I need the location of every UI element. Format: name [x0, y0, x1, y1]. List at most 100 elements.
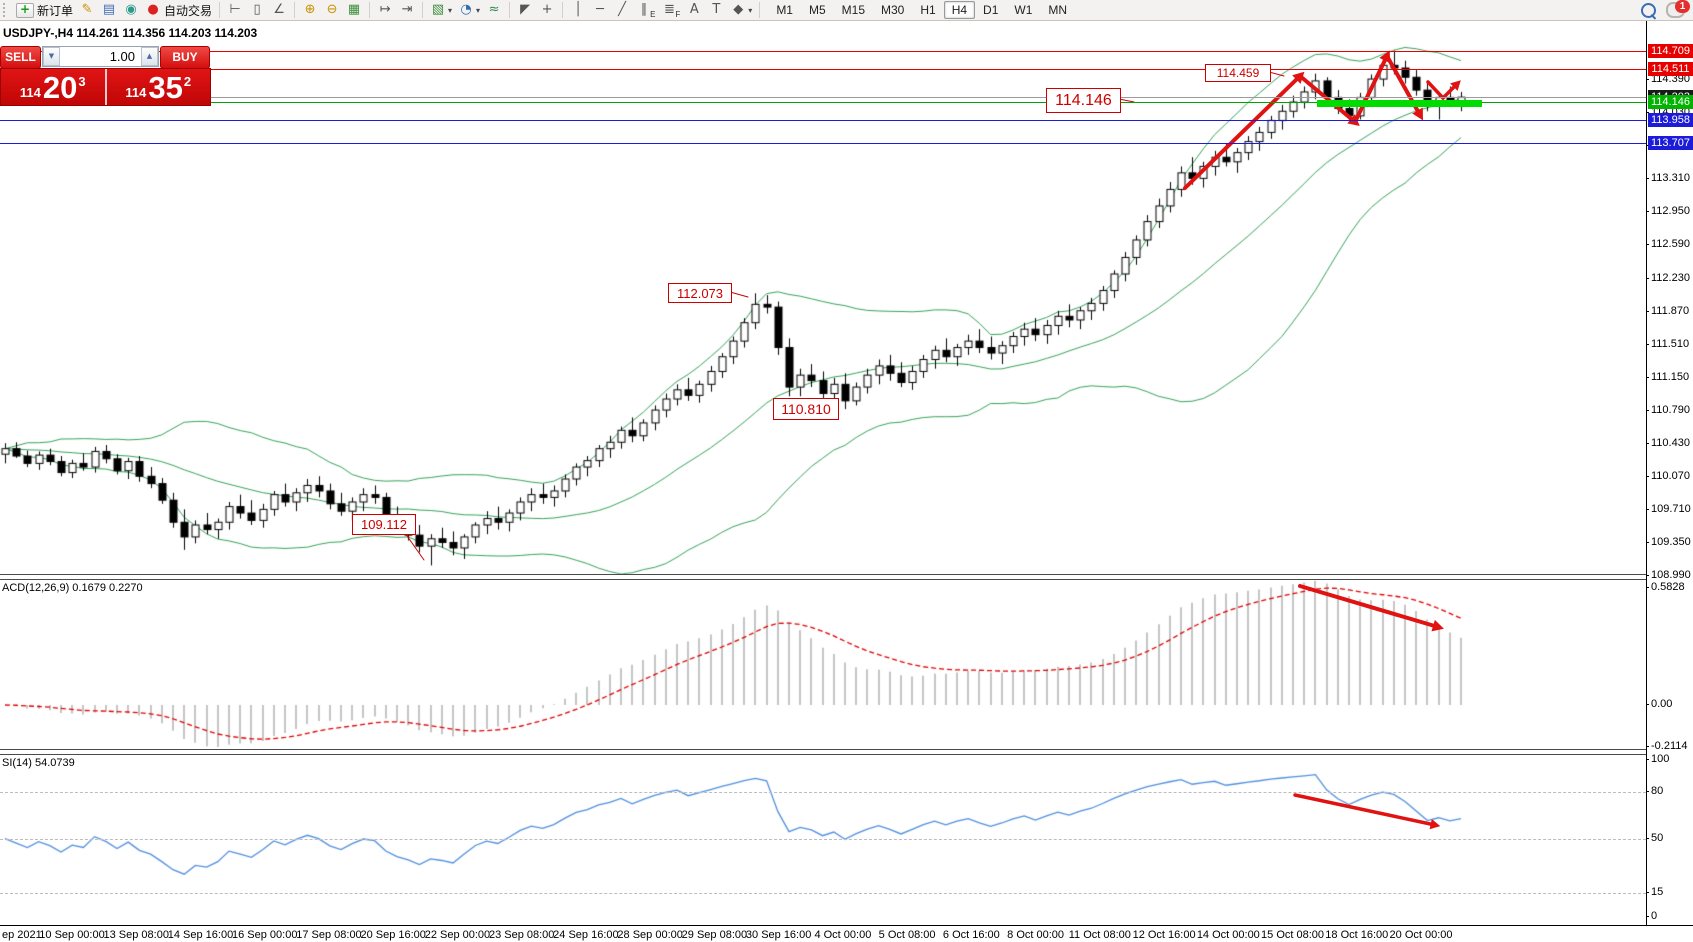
- timeframe-w1[interactable]: W1: [1014, 3, 1033, 17]
- time-tick: 28 Sep 00:00: [617, 929, 683, 941]
- chart-shift-icon: ⇥: [401, 2, 413, 17]
- macd-pane-splitter[interactable]: [0, 574, 1646, 580]
- time-tick: ep 2021: [2, 929, 42, 941]
- volume-input[interactable]: 1.00: [109, 49, 135, 64]
- timeframe-m1[interactable]: M1: [776, 3, 793, 17]
- buy-price-display[interactable]: 114 35 2: [107, 69, 211, 105]
- macd-scale-tick: 0.5828: [1646, 581, 1685, 594]
- vertical-line-icon: │: [574, 2, 582, 17]
- annotation-label-114.146[interactable]: 114.146: [1046, 88, 1121, 113]
- cursor-button[interactable]: ◤: [514, 1, 536, 19]
- time-tick: 18 Oct 16:00: [1325, 929, 1389, 941]
- periods-button[interactable]: ◔ ▾: [455, 1, 483, 19]
- auto-trading-button[interactable]: ● 自动交易: [142, 1, 215, 19]
- timeframe-toolbar: M1 M5 M15 M30 H1 H4 D1 W1 MN: [768, 1, 1075, 19]
- new-chart-button[interactable]: ▧ ▾: [427, 1, 455, 19]
- rsi-pane-splitter[interactable]: [0, 749, 1646, 755]
- line-chart-mode-button[interactable]: ∠: [268, 1, 290, 19]
- buy-button[interactable]: BUY: [160, 46, 210, 69]
- notifications-icon[interactable]: 1: [1666, 0, 1690, 18]
- timeframe-m30[interactable]: M30: [881, 3, 905, 17]
- sell-button[interactable]: SELL: [0, 46, 41, 69]
- candlestick-mode-button[interactable]: ▯: [246, 1, 268, 19]
- bar-chart-mode-button[interactable]: ⊢: [224, 1, 246, 19]
- annotation-label-109.112[interactable]: 109.112: [352, 514, 416, 535]
- rsi-level-tick: 100: [1645, 753, 1670, 766]
- trendline-icon: ╱: [618, 2, 626, 17]
- trendline-button[interactable]: ╱: [611, 1, 633, 19]
- time-tick: 16 Sep 00:00: [231, 929, 298, 941]
- trade-panel-buttons-row: SELL ▼ 1.00 ▲ BUY: [0, 46, 210, 69]
- auto-scroll-button[interactable]: ↦: [374, 1, 396, 19]
- signals-button[interactable]: ◉: [120, 1, 142, 19]
- chevron-down-icon[interactable]: ▾: [448, 5, 453, 15]
- timeframe-d1[interactable]: D1: [983, 3, 999, 17]
- horizontal-line-button[interactable]: ─: [589, 1, 611, 19]
- price-tick: 112.950: [1646, 205, 1690, 218]
- rsi-dashed-level-15: [0, 893, 1646, 895]
- time-axis[interactable]: ep 2021 10 Sep 00:00 13 Sep 08:00 14 Sep 16…: [0, 925, 1693, 942]
- time-tick: 15 Oct 08:00: [1261, 929, 1325, 941]
- timeframe-h4[interactable]: H4: [943, 1, 976, 19]
- timeframe-mn[interactable]: MN: [1048, 3, 1068, 17]
- annotation-label-114.459[interactable]: 114.459: [1205, 64, 1271, 82]
- toolbar-grip[interactable]: [3, 3, 10, 17]
- chart-area: 114.459 114.146 112.073 110.810 109.112 USDJ…: [0, 21, 1693, 942]
- timeframe-m5[interactable]: M5: [808, 3, 826, 17]
- horizontal-line-113.707[interactable]: [0, 142, 1646, 144]
- rsi-level-tick: 50: [1645, 831, 1664, 844]
- horizontal-line-114.511[interactable]: [0, 68, 1646, 70]
- zoom-in-button[interactable]: ⊕: [299, 1, 321, 19]
- timeframe-m15[interactable]: M15: [841, 3, 865, 17]
- search-icon[interactable]: [1641, 2, 1656, 18]
- text-button[interactable]: A: [683, 1, 705, 19]
- time-tick: 30 Sep 16:00: [745, 929, 812, 941]
- zoom-out-button[interactable]: ⊖: [321, 1, 343, 19]
- charts-window-button[interactable]: ▤: [98, 1, 120, 19]
- time-tick: 23 Sep 08:00: [488, 929, 555, 941]
- zoom-out-icon: ⊖: [326, 2, 338, 17]
- price-tick: 111.870: [1645, 304, 1690, 317]
- horizontal-line-icon: ─: [596, 2, 604, 17]
- horizontal-line-114.146[interactable]: [0, 102, 1646, 104]
- macd-scale-tick: -0.2114: [1646, 740, 1688, 753]
- price-chart-canvas[interactable]: [0, 21, 1646, 942]
- tile-windows-button[interactable]: ▦: [343, 1, 365, 19]
- price-axis[interactable]: 114.390114.030113.670113.310112.950112.5…: [1645, 21, 1693, 925]
- sell-price-display[interactable]: 114 20 3: [1, 69, 107, 105]
- crosshair-button[interactable]: +: [536, 1, 558, 19]
- buy-price-sup: 2: [183, 74, 192, 89]
- annotation-label-110.810[interactable]: 110.810: [773, 398, 839, 420]
- auto-scroll-icon: ↦: [379, 2, 391, 17]
- indicators-button[interactable]: ≈: [483, 1, 505, 19]
- shapes-button[interactable]: ◆ ▾: [727, 1, 755, 19]
- volume-increase-button[interactable]: ▲: [141, 47, 158, 66]
- new-order-icon: +: [16, 2, 34, 18]
- price-badge-114.146: 114.146: [1648, 95, 1693, 110]
- horizontal-line-113.958[interactable]: [0, 119, 1646, 121]
- chart-shift-button[interactable]: ⇥: [396, 1, 418, 19]
- fibonacci-button[interactable]: ≣ F: [658, 1, 683, 19]
- time-tick: 11 Oct 08:00: [1068, 929, 1131, 941]
- rsi-dashed-level-80: [0, 791, 1646, 793]
- fibonacci-icon: ≣: [663, 2, 675, 17]
- text-label-button[interactable]: T: [705, 1, 727, 19]
- time-tick: 13 Sep 08:00: [103, 929, 169, 941]
- new-order-button[interactable]: + 新订单: [13, 1, 76, 19]
- time-tick: 10 Sep 00:00: [39, 929, 105, 941]
- volume-decrease-button[interactable]: ▼: [43, 47, 60, 66]
- chevron-down-icon[interactable]: ▾: [748, 5, 753, 15]
- styles-button[interactable]: ✎: [76, 1, 98, 19]
- horizontal-line-114.709[interactable]: [0, 50, 1646, 52]
- timeframe-h1[interactable]: H1: [920, 3, 936, 17]
- pencil-icon: ✎: [81, 2, 93, 17]
- chevron-down-icon[interactable]: ▾: [476, 5, 481, 15]
- rsi-indicator-label: SI(14) 54.0739: [2, 757, 75, 769]
- support-zone-bar[interactable]: [1317, 100, 1482, 107]
- annotation-label-112.073[interactable]: 112.073: [668, 283, 732, 303]
- channel-button[interactable]: ∥ E: [633, 1, 658, 19]
- vertical-line-button[interactable]: │: [567, 1, 589, 19]
- price-tick: 111.510: [1645, 337, 1690, 350]
- horizontal-line-114.203[interactable]: [0, 97, 1646, 99]
